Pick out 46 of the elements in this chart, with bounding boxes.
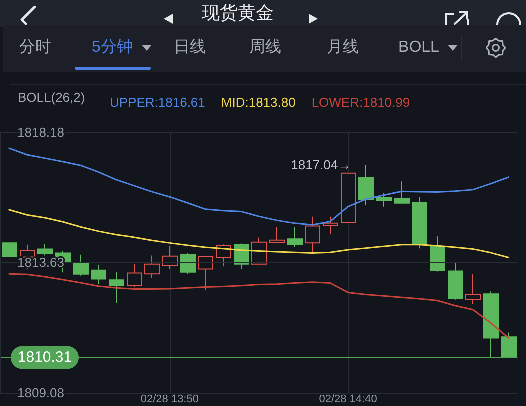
text: 分时 (18, 38, 52, 58)
candlestick (162, 246, 178, 270)
y-tick-label: 1809.08 (18, 385, 64, 400)
candlestick (465, 274, 481, 305)
line-series (8, 148, 510, 226)
candlestick (2, 242, 17, 258)
candlestick (394, 181, 410, 204)
x-tick-label: 02/28 14:40 (319, 393, 378, 406)
candlestick (287, 226, 303, 248)
candlestick (91, 264, 106, 285)
candlestick (180, 252, 196, 275)
candlestick (198, 256, 213, 291)
text: MID:1813.80 (221, 95, 296, 110)
x-tick-label: 02/28 13:50 (140, 393, 199, 406)
annotation: 1817.04→ (291, 158, 352, 173)
candlestick (430, 236, 445, 272)
legend-title: BOLL(26,2) (18, 90, 86, 105)
text: 5分钟 (91, 38, 134, 58)
candlestick (251, 237, 267, 266)
candlestick (305, 216, 320, 254)
text: UPPER:1816.61 (110, 95, 206, 110)
candlestick (448, 262, 463, 300)
candlestick (341, 172, 356, 224)
candlestick (269, 226, 285, 244)
text: 周线 (248, 38, 282, 58)
text: LOWER:1810.99 (312, 95, 410, 110)
candlestick (483, 291, 499, 358)
candlestick (412, 196, 427, 250)
candlestick (127, 264, 142, 288)
candlestick (376, 192, 392, 208)
candlestick (358, 164, 374, 206)
line-series (8, 273, 510, 339)
y-tick-label: 1818.18 (18, 124, 64, 140)
candlestick (234, 243, 249, 270)
candlestick (37, 244, 53, 256)
candlestick (501, 332, 517, 360)
text: 日线 (173, 38, 207, 58)
chart-title: 现货黄金 (201, 2, 275, 24)
candlestick (73, 254, 89, 276)
ref-line-label: 1810.31 (18, 349, 72, 366)
text: BOLL (398, 38, 440, 58)
candlestick (144, 255, 160, 279)
candlestick (109, 272, 124, 304)
line-series (8, 209, 510, 259)
y-tick-label: 1813.63 (18, 255, 64, 270)
text: 月线 (326, 38, 360, 58)
